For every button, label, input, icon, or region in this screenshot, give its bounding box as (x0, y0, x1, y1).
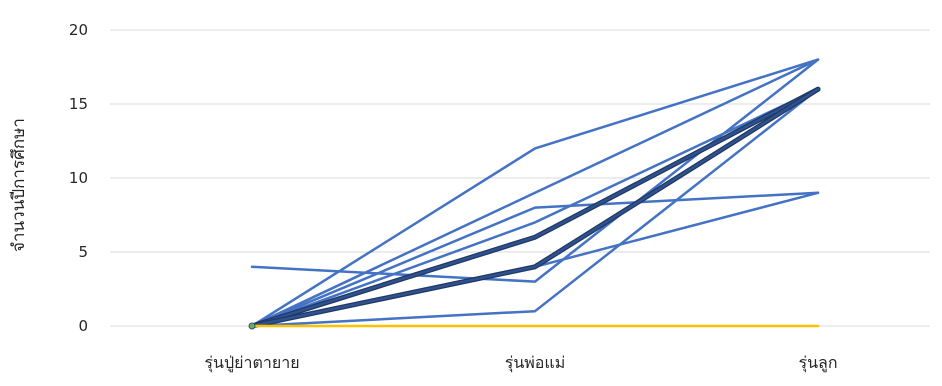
x-category-label-1: รุ่นพ่อแม่ (505, 353, 566, 373)
y-tick-label-20: 20 (69, 21, 88, 39)
y-tick-label-10: 10 (69, 169, 88, 187)
y-tick-label-5: 5 (78, 243, 88, 261)
x-axis-categories: รุ่นปู่ย่าตายาย รุ่นพ่อแม่ รุ่นลูก (204, 353, 837, 373)
series-lines (249, 60, 818, 329)
origin-point-marker (249, 323, 255, 329)
y-axis-title: จำนวนปีการศึกษา (9, 118, 29, 252)
x-category-label-2: รุ่นลูก (798, 353, 837, 373)
x-category-label-0: รุ่นปู่ย่าตายาย (204, 353, 299, 373)
y-axis-ticks: 0 5 10 15 20 (69, 21, 88, 335)
y-tick-label-0: 0 (78, 317, 88, 335)
series-line-0 (252, 60, 818, 282)
y-tick-label-15: 15 (69, 95, 88, 113)
